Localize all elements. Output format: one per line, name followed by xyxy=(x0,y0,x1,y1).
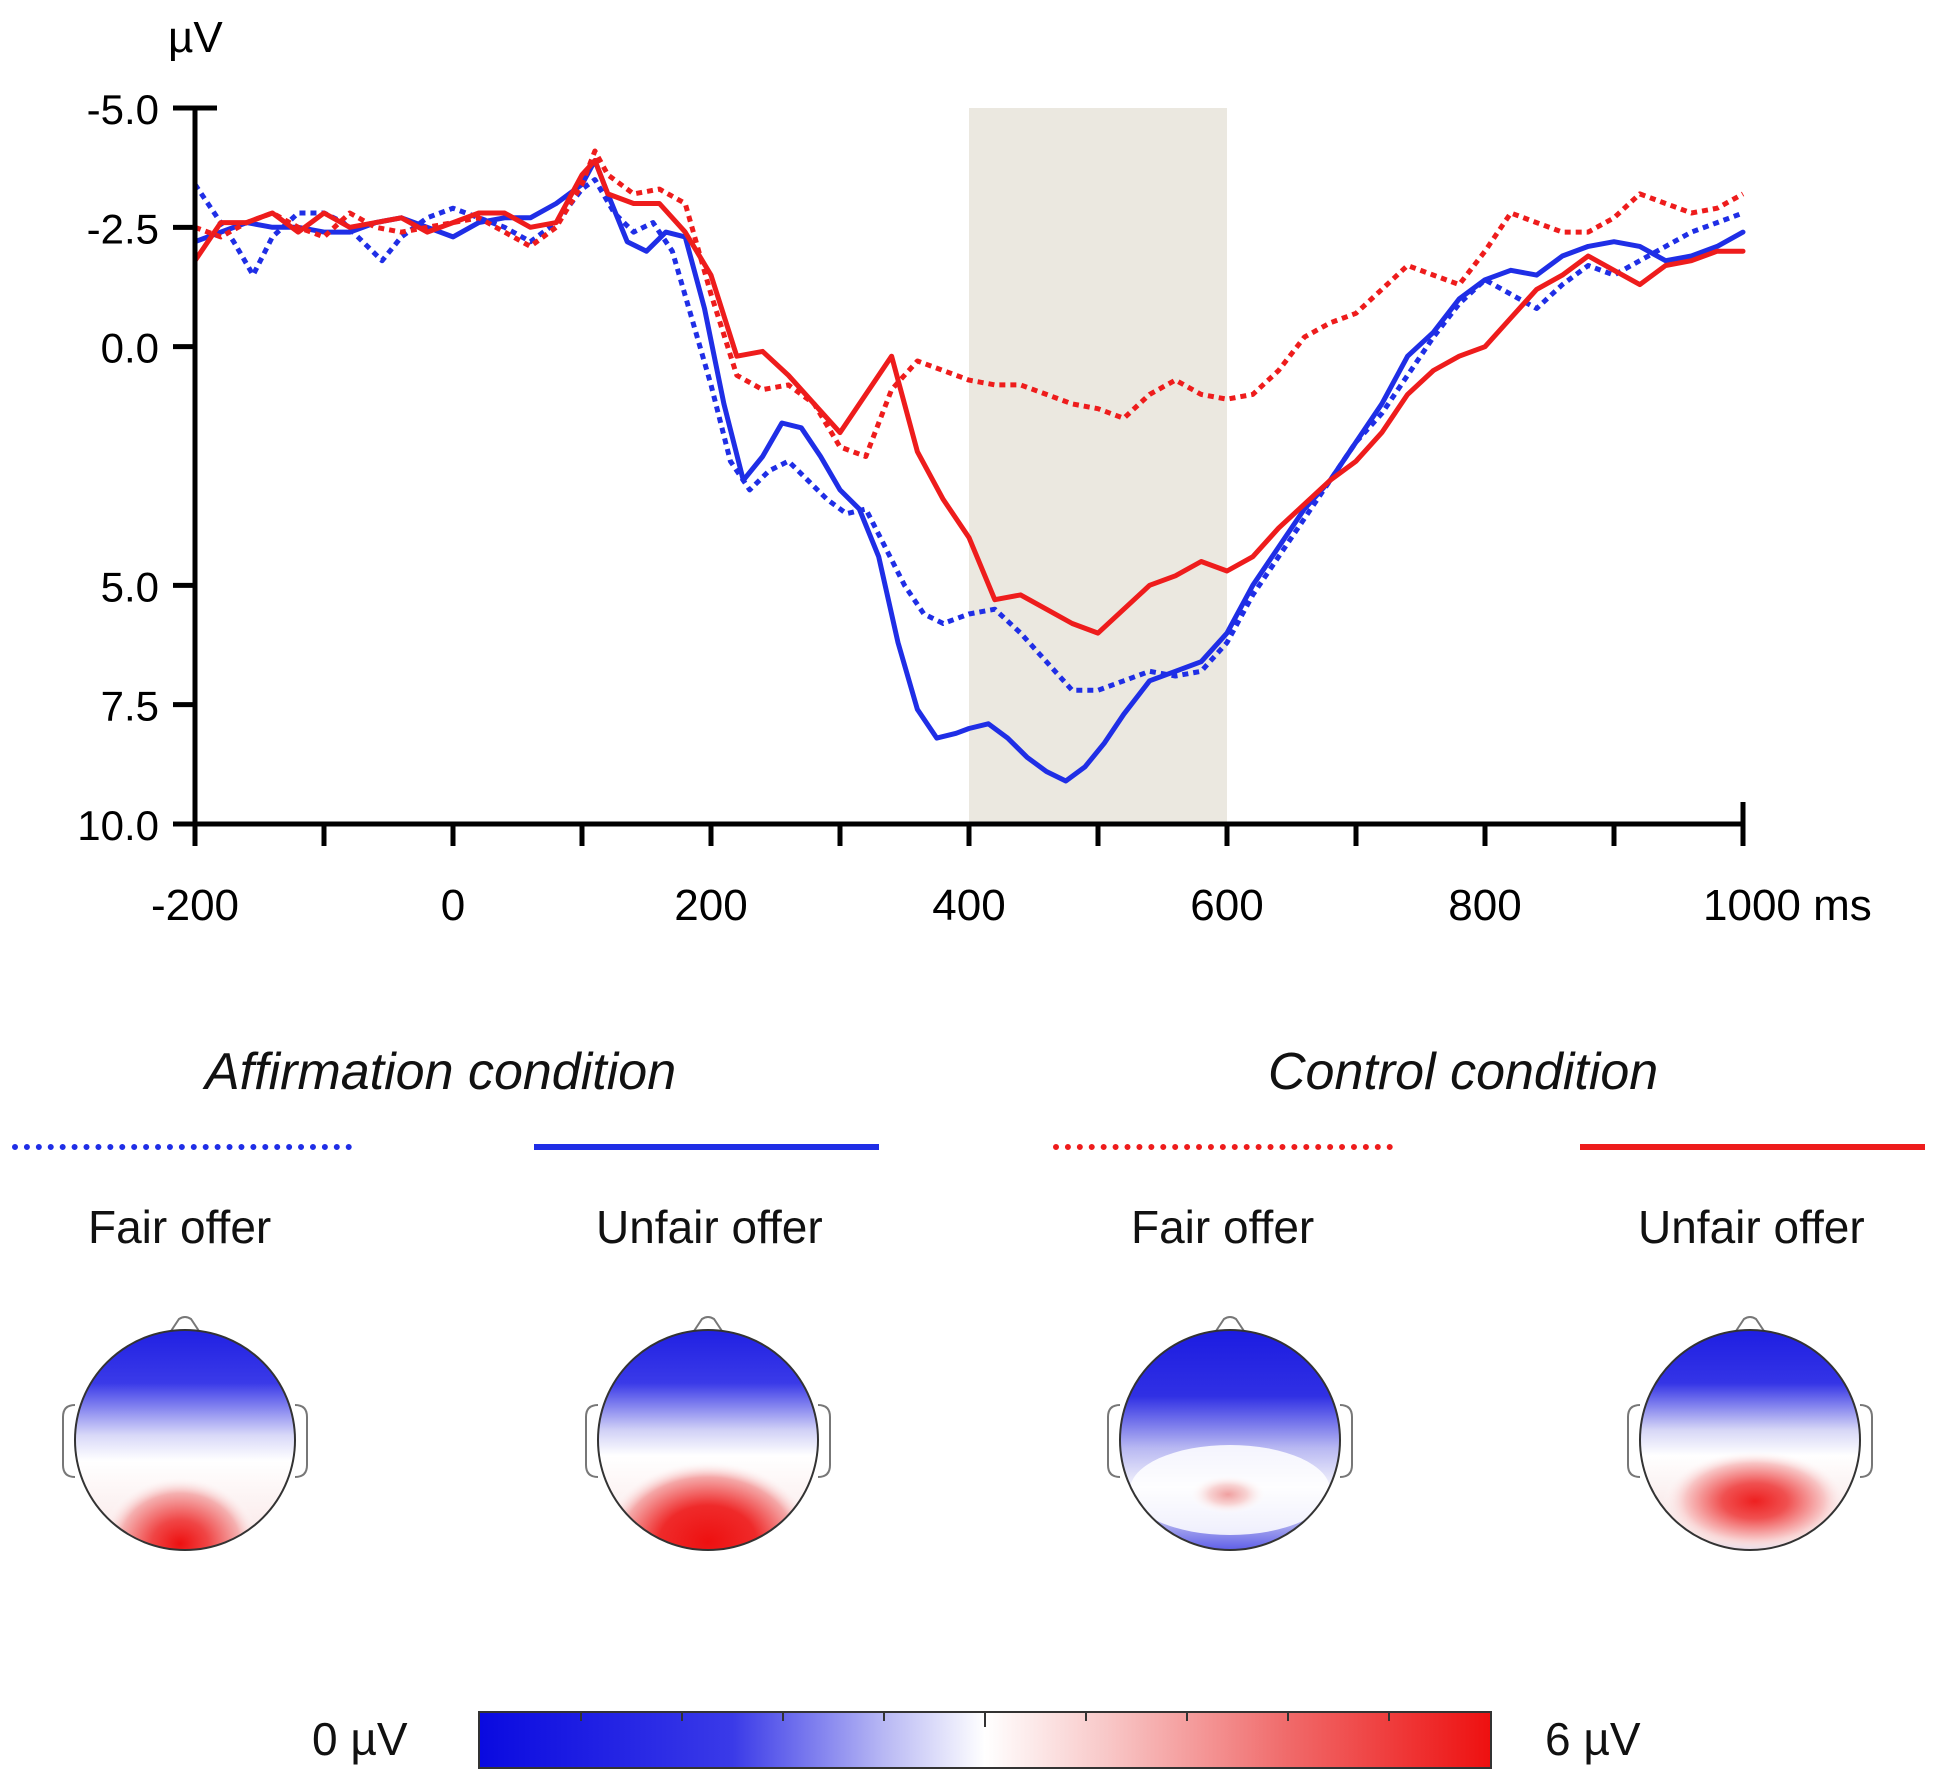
y-unit-label: µV xyxy=(168,13,223,62)
control-condition-title: Control condition xyxy=(1268,1043,1659,1101)
analysis-window-shade xyxy=(969,108,1227,824)
topomap-control-unfair xyxy=(1627,1316,1873,1551)
x-tick-label: -200 xyxy=(151,881,239,930)
offer-label-control-unfair: Unfair offer xyxy=(1638,1201,1865,1253)
y-tick-label: 0.0 xyxy=(101,325,159,372)
offer-label-affirmation-fair: Fair offer xyxy=(88,1201,272,1253)
legend-affirmation-fair-line xyxy=(12,1144,352,1150)
series-layer xyxy=(192,148,1746,784)
x-tick-label: 0 xyxy=(441,881,465,930)
y-tick-label: 5.0 xyxy=(101,563,159,610)
legend-control-fair-line xyxy=(1053,1144,1393,1150)
erp-waveform-chart: -5.0 -2.5 0.0 5.0 7.5 10.0 -200 0 200 400 600 800 10… xyxy=(77,13,1872,930)
y-tick-label: -2.5 xyxy=(87,205,159,252)
legend-affirmation-unfair-line xyxy=(534,1144,879,1150)
x-tick-label: 400 xyxy=(932,881,1005,930)
offer-label-control-fair: Fair offer xyxy=(1131,1201,1315,1253)
x-tick-label: 800 xyxy=(1448,881,1521,930)
axes-layer: -5.0 -2.5 0.0 5.0 7.5 10.0 -200 0 200 400 600 800 10… xyxy=(77,86,1872,930)
y-tick-label: -5.0 xyxy=(87,86,159,133)
topomap-affirmation-fair xyxy=(62,1316,308,1551)
topomap-control-fair xyxy=(1107,1316,1353,1551)
y-tick-label: 7.5 xyxy=(101,683,159,730)
scale-min-label: 0 µV xyxy=(312,1713,408,1765)
offer-label-affirmation-unfair: Unfair offer xyxy=(596,1201,823,1253)
topomap-affirmation-unfair xyxy=(585,1316,831,1551)
color-scale-ticks xyxy=(580,1713,1390,1727)
series-line-1 xyxy=(192,177,1744,693)
scale-max-label: 6 µV xyxy=(1545,1713,1641,1765)
legend-control-unfair-line xyxy=(1580,1144,1925,1150)
affirmation-condition-title: Affirmation condition xyxy=(205,1043,677,1101)
x-tick-label: 200 xyxy=(674,881,747,930)
x-tick-label: 600 xyxy=(1190,881,1263,930)
x-tick-label: 1000 ms xyxy=(1703,881,1872,930)
series-line-4 xyxy=(192,158,1746,636)
color-scale-bar xyxy=(478,1711,1492,1769)
y-tick-label: 10.0 xyxy=(77,802,159,849)
